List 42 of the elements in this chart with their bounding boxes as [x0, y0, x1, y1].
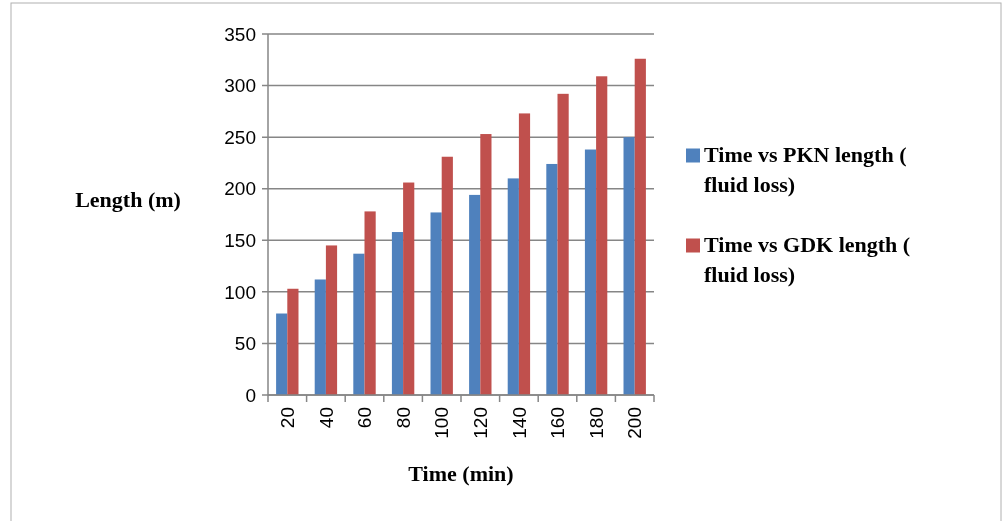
legend-label: Time vs PKN length ( fluid loss) [704, 142, 907, 198]
x-tick-label: 60 [354, 407, 376, 429]
bar [584, 149, 597, 395]
x-tick-label: 20 [276, 407, 298, 429]
x-axis-title: Time (min) [408, 461, 514, 486]
y-tick-label: 150 [224, 229, 256, 251]
x-tick-label: 180 [585, 407, 607, 439]
y-tick-label: 50 [234, 333, 256, 355]
bar [469, 194, 481, 395]
bar [403, 182, 415, 395]
bar [518, 113, 531, 395]
bar [623, 137, 635, 395]
x-tick-label: 160 [547, 407, 569, 439]
bar [314, 279, 326, 395]
y-tick-label: 300 [224, 75, 256, 97]
bar [507, 178, 519, 395]
legend-label: Time vs GDK length ( fluid loss) [704, 232, 911, 288]
bar [480, 134, 492, 395]
bar [634, 58, 646, 395]
bar [430, 212, 442, 395]
bar [287, 288, 299, 395]
y-axis-title: Length (m) [75, 186, 181, 212]
bar [276, 313, 288, 395]
y-tick-label: 200 [224, 178, 256, 200]
bar [364, 211, 376, 395]
x-tick-label: 120 [469, 407, 491, 439]
bar [441, 156, 453, 395]
bar [546, 163, 558, 395]
x-tick-label: 80 [392, 407, 414, 429]
bar [557, 93, 569, 395]
y-tick-label: 250 [224, 126, 256, 148]
bar [596, 76, 608, 395]
x-tick-label: 200 [624, 407, 646, 439]
bar [353, 253, 365, 395]
x-tick-label: 140 [508, 407, 530, 439]
y-tick-label: 100 [224, 281, 256, 303]
y-tick-label: 0 [245, 384, 256, 406]
x-tick-label: 100 [431, 407, 453, 439]
y-tick-label: 350 [224, 23, 256, 45]
x-tick-label: 40 [315, 407, 337, 429]
bar [391, 232, 404, 395]
bar [325, 245, 338, 395]
